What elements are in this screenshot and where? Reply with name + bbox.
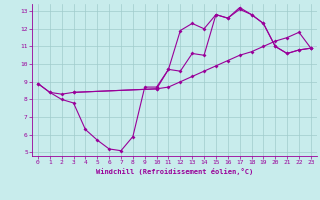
X-axis label: Windchill (Refroidissement éolien,°C): Windchill (Refroidissement éolien,°C) xyxy=(96,168,253,175)
